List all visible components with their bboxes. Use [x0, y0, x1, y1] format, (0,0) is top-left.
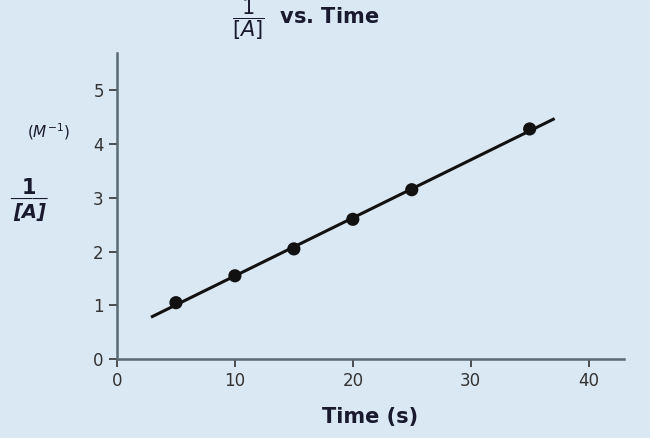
Text: $(M^{-1})$: $(M^{-1})$: [27, 121, 70, 142]
Text: [A]: [A]: [13, 203, 46, 222]
Point: [525, 125, 535, 132]
Point: [406, 186, 417, 193]
Point: [171, 299, 181, 306]
Text: 1: 1: [22, 178, 36, 198]
Point: [229, 272, 240, 279]
Point: [289, 245, 299, 252]
Text: $\dfrac{1}{[A]}$  vs. Time: $\dfrac{1}{[A]}$ vs. Time: [232, 0, 379, 42]
X-axis label: Time (s): Time (s): [322, 407, 419, 427]
Text: ─────: ─────: [10, 193, 48, 206]
Point: [348, 216, 358, 223]
